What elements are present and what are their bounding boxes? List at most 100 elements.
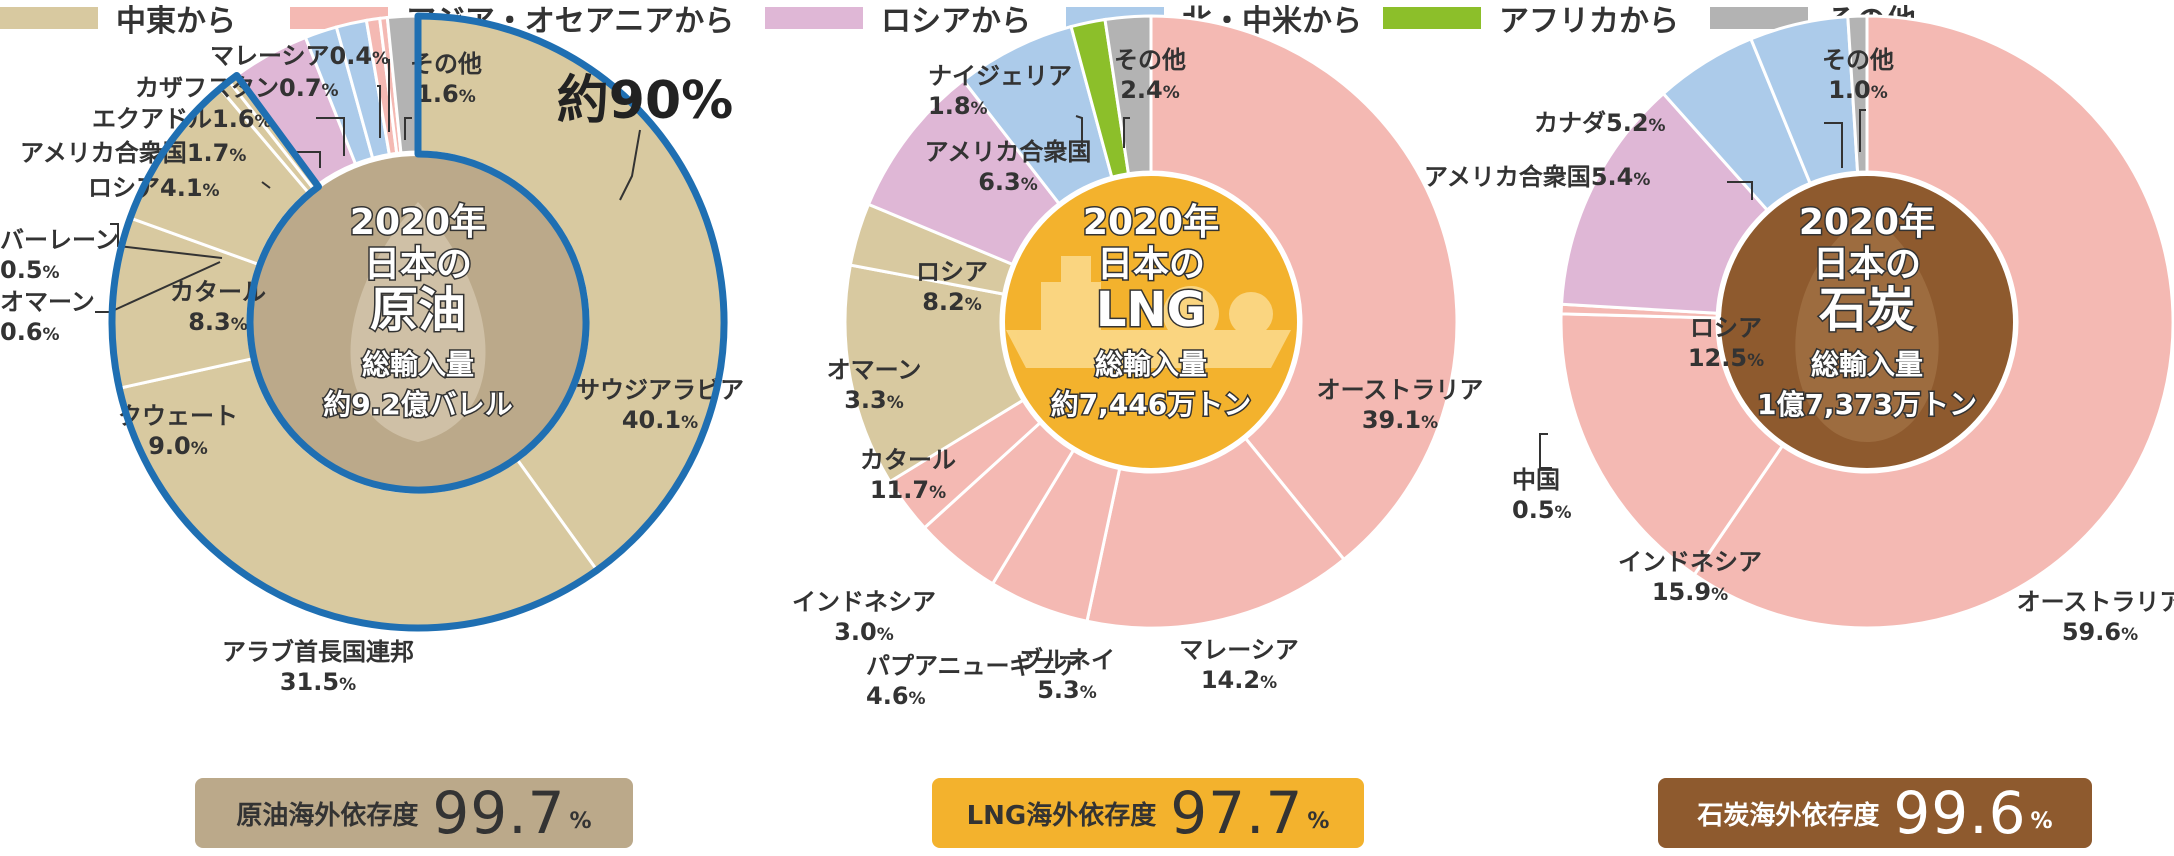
slice-label: エクアドル1.6% bbox=[92, 105, 272, 133]
oil-drop-icon bbox=[350, 202, 486, 442]
slice-value: 39.1 bbox=[1362, 406, 1421, 434]
slice-unit: % bbox=[1163, 83, 1180, 103]
slice-name: アメリカ合衆国 bbox=[925, 138, 1092, 166]
slice-unit: % bbox=[1649, 116, 1666, 136]
slice-value: 3.0 bbox=[834, 618, 877, 646]
slice-label: オーストラリア 59.6% bbox=[2017, 588, 2174, 646]
slice-value: 14.2 bbox=[1201, 666, 1260, 694]
legend-label: アフリカから bbox=[1499, 4, 1679, 39]
leader-line bbox=[404, 117, 412, 140]
slice-value: 1.8 bbox=[928, 92, 971, 120]
slice-label: クウェート 9.0% bbox=[118, 402, 238, 460]
leader-line bbox=[295, 151, 321, 168]
slice-label: オマーン 0.6% bbox=[0, 288, 95, 346]
slice-name: ロシア bbox=[1690, 314, 1762, 342]
slice-unit: % bbox=[681, 413, 698, 433]
slice-unit: % bbox=[1421, 413, 1438, 433]
center-line3: 石炭 bbox=[1819, 282, 1915, 338]
slice-unit: % bbox=[1633, 170, 1650, 190]
leader-line bbox=[261, 181, 271, 189]
slice-unit: % bbox=[339, 675, 356, 695]
slice-value: 0.6 bbox=[0, 318, 43, 346]
slice-value: 1.6 bbox=[416, 80, 459, 108]
coal-dependency-pill: 石炭海外依存度 99.6 % bbox=[1658, 778, 2092, 848]
slice-unit: % bbox=[929, 483, 946, 503]
pill-label: 石炭海外依存度 bbox=[1697, 800, 1880, 831]
slice-unit: % bbox=[1021, 175, 1038, 195]
slice-label: ロシア4.1% bbox=[88, 174, 220, 202]
center-line1: 2020年 bbox=[1083, 202, 1219, 243]
slice-value: 31.5 bbox=[280, 668, 339, 696]
slice-value: 59.6 bbox=[2062, 618, 2121, 646]
pill-label: 原油海外依存度 bbox=[236, 800, 419, 831]
slice-unit: % bbox=[229, 146, 246, 166]
slice-value: 1.7 bbox=[187, 139, 230, 167]
leader-line bbox=[1824, 122, 1843, 168]
slice-value: 1.0 bbox=[1828, 76, 1871, 104]
slice-value: 12.5 bbox=[1688, 344, 1747, 372]
slice-label: アラブ首長国連邦 31.5% bbox=[222, 638, 414, 696]
slice-label: その他 2.4% bbox=[1114, 46, 1186, 104]
leader-line bbox=[1075, 115, 1083, 148]
slice-label: オマーン 3.3% bbox=[827, 356, 922, 414]
pill-unit: % bbox=[1307, 809, 1330, 834]
slice-value: 1.6 bbox=[212, 105, 255, 133]
slice-value: 11.7 bbox=[870, 476, 929, 504]
oil-dependency-pill: 原油海外依存度 99.7 % bbox=[195, 778, 633, 848]
slice-unit: % bbox=[877, 625, 894, 645]
slice-unit: % bbox=[1555, 503, 1572, 523]
pill-label: LNG海外依存度 bbox=[966, 800, 1157, 831]
center-line3: LNG bbox=[1096, 282, 1206, 338]
legend-item-middle-east: 中東から bbox=[0, 2, 236, 39]
center-line5: 約7,446万トン bbox=[1051, 388, 1252, 421]
slice-label: カタール 11.7% bbox=[860, 446, 956, 504]
center-line4: 総輸入量 bbox=[362, 348, 474, 381]
center-line2: 日本の bbox=[1813, 244, 1921, 285]
slice-label: マレーシア0.4% bbox=[210, 42, 389, 70]
slice-label: その他 1.6% bbox=[410, 50, 482, 108]
slice-name: カタール bbox=[860, 446, 956, 474]
center-line1: 2020年 bbox=[1799, 202, 1935, 243]
slice-unit: % bbox=[43, 325, 60, 345]
slice-name: その他 bbox=[1822, 46, 1894, 74]
slice-label: インドネシア 15.9% bbox=[1618, 548, 1762, 606]
slice-value: 5.4 bbox=[1591, 163, 1634, 191]
leader-line bbox=[1727, 181, 1753, 200]
slice-name: その他 bbox=[1114, 46, 1186, 74]
slice-1-5 bbox=[843, 263, 1026, 484]
center-line5: 1億7,373万トン bbox=[1757, 388, 1977, 421]
slice-label: マレーシア 14.2% bbox=[1179, 636, 1299, 694]
slice-unit: % bbox=[1260, 673, 1277, 693]
pill-value: 99.6 bbox=[1893, 779, 2027, 847]
coal-flame-icon bbox=[1795, 212, 1939, 442]
slice-value: 8.3 bbox=[188, 308, 231, 336]
slice-unit: % bbox=[1711, 585, 1728, 605]
legend-swatch bbox=[765, 7, 863, 29]
slice-2-3 bbox=[1559, 91, 1770, 315]
leader-line bbox=[1859, 109, 1866, 152]
annotation-text: 約90% bbox=[557, 71, 733, 131]
slice-label: パプアニューギニア 4.6% bbox=[866, 652, 1082, 710]
slice-value: 4.1 bbox=[160, 174, 203, 202]
slice-value: 5.3 bbox=[1037, 676, 1080, 704]
slice-unit: % bbox=[1080, 683, 1097, 703]
slice-name: ロシア bbox=[916, 258, 988, 286]
leader-line bbox=[377, 85, 381, 138]
slice-name: その他 bbox=[410, 50, 482, 78]
pill-unit: % bbox=[569, 809, 592, 834]
slice-name: インドネシア bbox=[792, 588, 936, 616]
leader-line bbox=[619, 129, 641, 201]
center-line2: 日本の bbox=[364, 244, 472, 285]
center-line3: 原油 bbox=[370, 282, 466, 338]
slice-label: 中国 0.5% bbox=[1512, 466, 1572, 524]
slice-name: アメリカ合衆国 bbox=[1424, 163, 1591, 191]
slice-unit: % bbox=[971, 99, 988, 119]
leader-line bbox=[316, 117, 345, 156]
center-line4: 総輸入量 bbox=[1811, 348, 1923, 381]
slice-2-0 bbox=[1692, 14, 2174, 630]
slice-label: ロシア 12.5% bbox=[1688, 314, 1764, 372]
legend-label: ロシアから bbox=[881, 4, 1031, 39]
slice-1-10 bbox=[1103, 14, 1153, 176]
slice-label: インドネシア 3.0% bbox=[792, 588, 936, 646]
